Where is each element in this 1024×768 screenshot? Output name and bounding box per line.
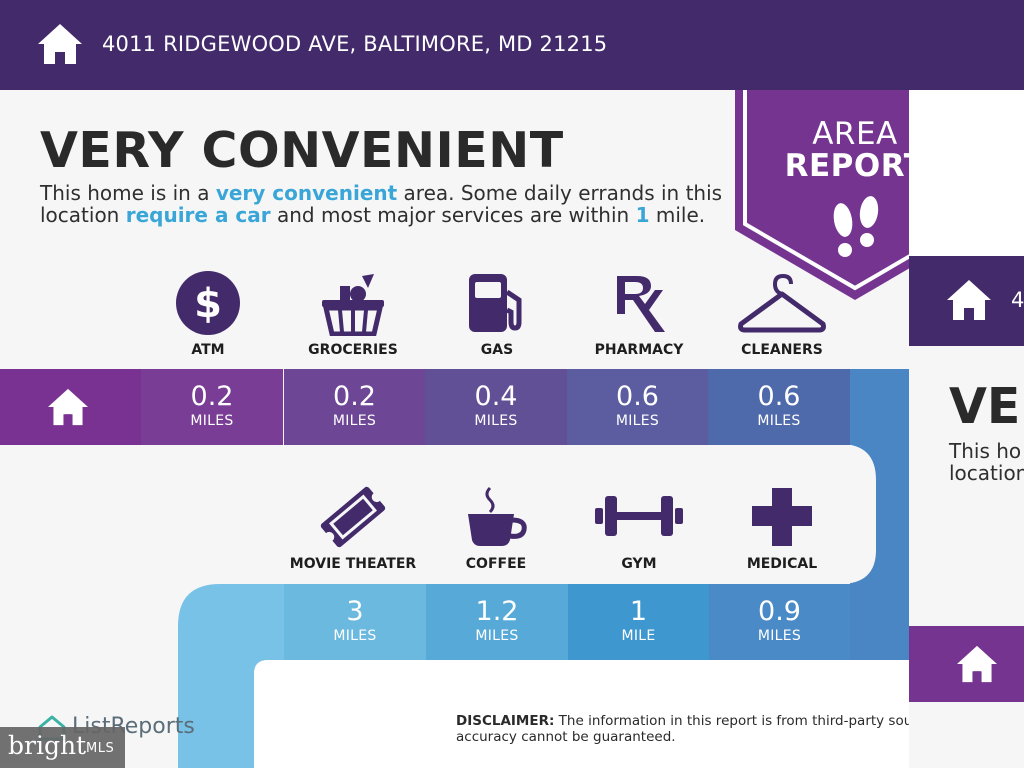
report-description: This home is in a very convenient area. … — [40, 181, 723, 227]
disclaimer: DISCLAIMER: The information in this repo… — [456, 713, 909, 745]
area-report-badge: AREA REPORT — [735, 90, 909, 300]
distance-value: 3 — [346, 596, 364, 627]
distance-unit: MILES — [475, 628, 519, 644]
distance-value: 1 — [629, 596, 648, 627]
ticket-icon — [320, 486, 386, 548]
service-label: GYM — [621, 556, 657, 572]
rx-icon — [617, 276, 665, 332]
property-address: 4011 RIDGEWOOD AVE, BALTIMORE, MD 21215 — [102, 32, 608, 56]
distance-unit: MILES — [190, 413, 234, 429]
distance-value: 1.2 — [475, 596, 519, 627]
service-cleaners: CLEANERS — [712, 272, 852, 358]
coffee-cup-icon — [468, 486, 527, 546]
distance-unit: MILES — [333, 628, 377, 644]
next-page-band — [909, 626, 1024, 702]
service-label: GROCERIES — [308, 342, 398, 358]
bright-wordmark: bright — [8, 731, 87, 760]
footprints-icon — [833, 196, 879, 257]
service-label: MOVIE THEATER — [289, 556, 417, 572]
medical-cross-icon — [752, 488, 812, 546]
service-gas: GAS — [427, 272, 567, 358]
header-bar: 4011 RIDGEWOOD AVE, BALTIMORE, MD 21215 — [0, 0, 1024, 90]
distance-unit: MILES — [332, 413, 377, 429]
distance-cleaners: 0.6 MILES — [708, 369, 850, 445]
distance-unit: MILES — [757, 413, 801, 429]
service-label: MEDICAL — [746, 556, 818, 572]
distance-unit: MILES — [615, 413, 660, 429]
distance-band-1: 0.2 MILES 0.2 MILES 0.4 MILES 0.6 MILES … — [0, 369, 850, 445]
report-canvas: AREA REPORT VERY CONVENIENT This home is… — [0, 90, 909, 768]
distance-groceries: 0.2 MILES — [284, 369, 425, 445]
distance-gas: 0.4 MILES — [425, 369, 567, 445]
distance-pharmacy: 0.6 MILES — [567, 369, 708, 445]
hanger-icon — [738, 273, 826, 333]
report-headline: VERY CONVENIENT — [40, 122, 564, 179]
service-gym: GYM — [569, 490, 709, 572]
service-label: PHARMACY — [594, 342, 684, 358]
svg-text:$: $ — [194, 281, 222, 327]
service-label: GAS — [480, 342, 514, 358]
service-movie-theater: MOVIE THEATER — [283, 484, 423, 572]
distance-unit: MILES — [757, 628, 802, 644]
distance-value: 0.2 — [190, 381, 234, 412]
distance-value: 0.6 — [757, 381, 801, 412]
bright-mls-watermark: bright MLS — [0, 727, 125, 768]
house-icon — [38, 24, 82, 64]
house-icon — [48, 388, 88, 426]
service-atm: $ ATM — [138, 270, 278, 358]
band-home-cell — [0, 369, 141, 445]
distance-movie-theater: 3 MILES — [284, 584, 426, 660]
distance-band-2: 3 MILES 1.2 MILES 1 MILE 0.9 MILES — [284, 584, 850, 660]
house-icon — [947, 280, 991, 320]
distance-value: 0.9 — [758, 596, 801, 627]
service-label: COFFEE — [465, 556, 527, 572]
service-medical: MEDICAL — [712, 486, 852, 572]
grocery-basket-icon — [322, 274, 384, 336]
next-page-description: This ho location — [949, 439, 1024, 485]
distance-coffee: 1.2 MILES — [426, 584, 568, 660]
next-page-headline: VE — [949, 378, 1021, 435]
next-page-header: 4 — [909, 256, 1024, 346]
next-page-body: VE This ho location — [909, 346, 1024, 626]
service-label: ATM — [191, 342, 225, 358]
distance-unit: MILE — [621, 628, 656, 644]
badge-line2: REPORT — [784, 148, 909, 184]
distance-value: 0.2 — [333, 381, 376, 412]
service-pharmacy: PHARMACY — [569, 272, 709, 358]
distance-atm: 0.2 MILES — [141, 369, 283, 445]
mls-wordmark: MLS — [86, 741, 115, 756]
distance-unit: MILES — [474, 413, 518, 429]
dumbbell-icon — [595, 496, 683, 536]
house-icon — [957, 645, 997, 683]
gas-pump-icon — [469, 274, 522, 332]
distance-value: 0.4 — [474, 381, 518, 412]
distance-value: 0.6 — [616, 381, 659, 412]
next-page-address: 4 — [1011, 288, 1024, 312]
route-graphic — [0, 369, 909, 768]
service-label: CLEANERS — [741, 342, 823, 358]
distance-medical: 0.9 MILES — [709, 584, 850, 660]
service-groceries: GROCERIES — [283, 272, 423, 358]
badge-line1: AREA — [812, 116, 898, 152]
service-coffee: COFFEE — [426, 484, 566, 572]
distance-gym: 1 MILE — [568, 584, 709, 660]
next-page-footer — [909, 702, 1024, 768]
dollar-icon: $ — [176, 271, 240, 335]
